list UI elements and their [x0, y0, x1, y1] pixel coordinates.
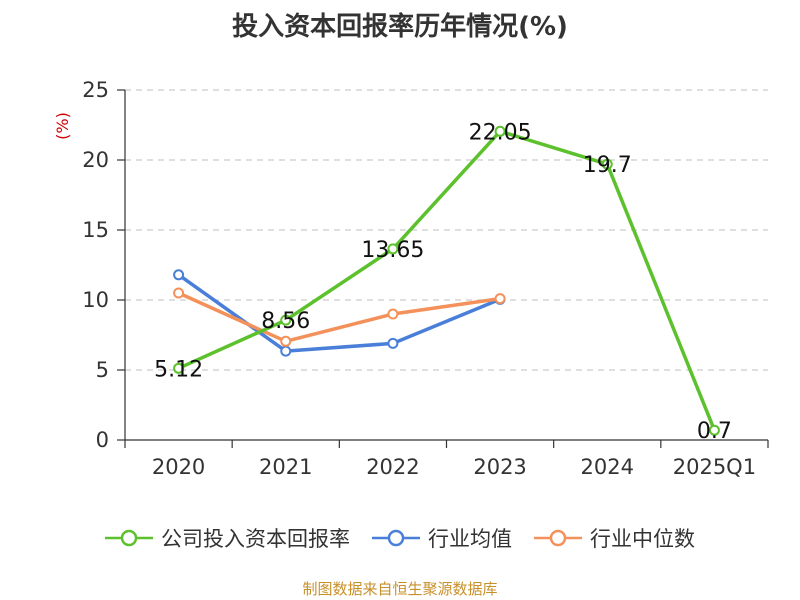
legend-marker-industry-median: [534, 529, 582, 547]
point-s1-2021: [280, 345, 292, 357]
x-tick-label-2025Q1: 2025Q1: [673, 455, 756, 479]
series-line-1: [177, 273, 501, 353]
point-s1-2022: [387, 337, 399, 349]
point-s0-2025Q1: [708, 424, 720, 436]
y-tick-label-20: 20: [82, 148, 109, 172]
chart-title: 投入资本回报率历年情况(%): [232, 12, 568, 42]
y-tick-label-25: 25: [82, 78, 109, 102]
data-label-2023: 22.05: [469, 120, 532, 145]
y-axis-label: (%): [53, 112, 72, 140]
data-label-layer: 5.12 8.56 13.65 22.05 19.7 0.7: [154, 120, 732, 444]
point-s2-2022: [387, 308, 399, 320]
legend-item-industry-mean[interactable]: 行业均值: [372, 523, 512, 553]
source-note: 制图数据来自恒生聚源数据库: [302, 580, 498, 598]
data-label-2022: 13.65: [361, 238, 424, 263]
point-s1-2020: [173, 269, 185, 281]
x-tick-label-2020: 2020: [152, 455, 205, 479]
data-label-2024: 19.7: [583, 153, 632, 178]
point-s0-2023: [494, 125, 506, 137]
legend-label-company-roic: 公司投入资本回报率: [161, 527, 350, 551]
legend-marker-company-roic: [105, 529, 153, 547]
legend: 公司投入资本回报率 行业均值 行业中位数: [0, 520, 800, 556]
axis-layer: 0 5 10 15 20 25 2020 2021 2022 2023 2024 2025Q1 (%): [53, 78, 769, 479]
grid-layer: [125, 89, 768, 371]
data-label-2021: 8.56: [261, 309, 310, 334]
x-tick-label-2021: 2021: [259, 455, 312, 479]
point-s2-2023: [494, 293, 506, 305]
point-s0-2021: [280, 314, 292, 326]
data-label-2025Q1: 0.7: [697, 419, 732, 444]
legend-item-industry-median[interactable]: 行业中位数: [534, 523, 695, 553]
series-layer: [173, 125, 720, 436]
y-tick-label-5: 5: [96, 358, 109, 382]
data-label-2020: 5.12: [154, 357, 203, 382]
x-tick-label-2023: 2023: [473, 455, 526, 479]
x-tick-label-2024: 2024: [581, 455, 634, 479]
legend-marker-industry-mean: [372, 529, 420, 547]
point-s2-2020: [173, 287, 185, 299]
point-s2-2021: [280, 335, 292, 347]
legend-item-company-roic[interactable]: 公司投入资本回报率: [105, 523, 350, 553]
y-tick-label-0: 0: [96, 428, 109, 452]
legend-label-industry-median: 行业中位数: [590, 527, 695, 551]
y-tick-label-15: 15: [82, 218, 109, 242]
series-line-2: [177, 291, 501, 344]
x-tick-label-2022: 2022: [366, 455, 419, 479]
y-tick-label-10: 10: [82, 288, 109, 312]
point-s0-2020: [173, 362, 185, 374]
point-s0-2024: [601, 158, 613, 170]
series-line-0: [177, 129, 717, 431]
point-s0-2022: [387, 243, 399, 255]
legend-label-industry-mean: 行业均值: [428, 527, 512, 551]
